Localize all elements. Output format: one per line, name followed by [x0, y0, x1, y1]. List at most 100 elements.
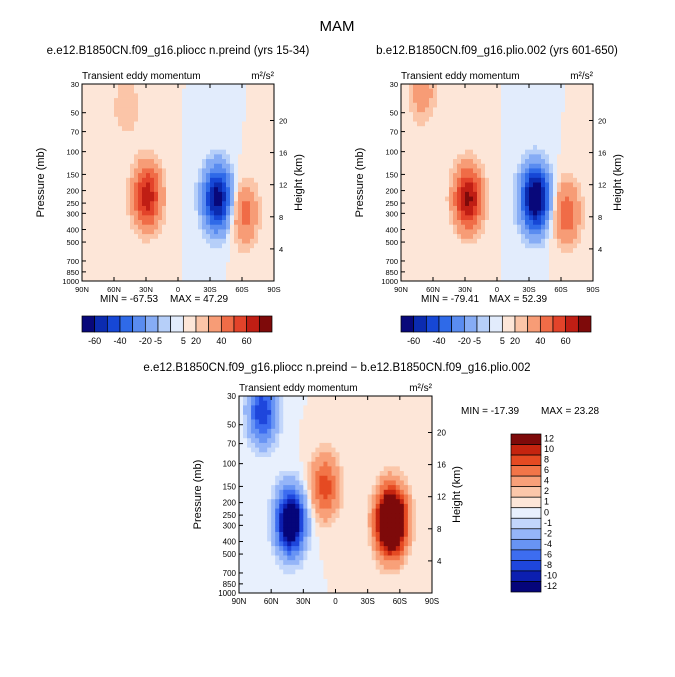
heatmap-cell: [477, 84, 482, 90]
heatmap-cell: [565, 276, 570, 282]
heatmap-cell: [421, 126, 426, 132]
heatmap-cell: [255, 433, 260, 439]
heatmap-cell: [513, 220, 518, 226]
heatmap-cell: [82, 140, 87, 146]
heatmap-cell: [86, 102, 91, 108]
heatmap-cell: [513, 154, 518, 160]
heatmap-cell: [549, 98, 554, 104]
heatmap-cell: [259, 494, 264, 500]
heatmap-cell: [529, 168, 534, 174]
heatmap-cell: [581, 107, 586, 113]
heatmap-cell: [425, 234, 430, 240]
heatmap-cell: [537, 234, 542, 240]
heatmap-cell: [134, 163, 139, 169]
heatmap-cell: [126, 163, 131, 169]
heatmap-cell: [549, 238, 554, 244]
heatmap-cell: [239, 438, 244, 444]
heatmap-cell: [158, 135, 163, 141]
heatmap-cell: [158, 149, 163, 155]
heatmap-cell: [86, 112, 91, 118]
heatmap-cell: [529, 220, 534, 226]
heatmap-cell: [405, 234, 410, 240]
heatmap-cell: [557, 220, 562, 226]
heatmap-cell: [481, 168, 486, 174]
heatmap-cell: [521, 234, 526, 240]
heatmap-cell: [401, 93, 406, 99]
heatmap-cell: [513, 93, 518, 99]
heatmap-cell: [509, 187, 514, 193]
heatmap-cell: [246, 248, 251, 254]
heatmap-cell: [497, 154, 502, 160]
heatmap-cell: [493, 187, 498, 193]
heatmap-cell: [230, 266, 235, 273]
heatmap-cell: [263, 513, 268, 519]
heatmap-cell: [449, 210, 454, 216]
heatmap-cell: [194, 252, 199, 258]
heatmap-cell: [194, 112, 199, 118]
heatmap-cell: [90, 243, 95, 249]
heatmap-cell: [545, 201, 550, 207]
heatmap-cell: [457, 163, 462, 169]
heatmap-cell: [118, 201, 123, 207]
heatmap-cell: [517, 224, 522, 230]
heatmap-cell: [433, 205, 438, 212]
x-tick-label: 30S: [522, 285, 535, 294]
heatmap-cell: [190, 126, 195, 132]
heatmap-cell: [198, 88, 203, 94]
heatmap-cell: [146, 112, 151, 118]
heatmap-cell: [545, 238, 550, 244]
heatmap-cell: [517, 154, 522, 160]
heatmap-cell: [158, 257, 163, 263]
heatmap-cell: [283, 414, 288, 420]
heatmap-cell: [569, 159, 574, 165]
heatmap-cell: [239, 400, 244, 406]
heatmap-cell: [513, 84, 518, 90]
heatmap-cell: [573, 201, 578, 207]
heatmap-cell: [267, 508, 272, 514]
heatmap-cell: [465, 135, 470, 141]
heatmap-cell: [150, 210, 155, 216]
heatmap-cell: [497, 205, 502, 212]
heatmap-cell: [425, 144, 430, 151]
heatmap-cell: [307, 560, 312, 566]
heatmap-cell: [449, 98, 454, 104]
heatmap-cell: [246, 205, 251, 212]
heatmap-cell: [254, 154, 259, 160]
heatmap-cell: [190, 266, 195, 273]
heatmap-cell: [429, 215, 434, 221]
heatmap-cell: [182, 102, 187, 108]
heatmap-cell: [194, 191, 199, 197]
heatmap-cell: [130, 248, 135, 254]
heatmap-cell: [517, 159, 522, 165]
heatmap-cell: [453, 140, 458, 146]
heatmap-cell: [279, 555, 284, 561]
heatmap-cell: [461, 196, 466, 202]
heatmap-cell: [178, 84, 183, 90]
heatmap-cell: [142, 243, 147, 249]
heatmap-cell: [222, 98, 227, 104]
heatmap-cell: [279, 471, 284, 477]
heatmap-cell: [234, 102, 239, 108]
heatmap-cell: [469, 107, 474, 113]
heatmap-cell: [102, 144, 107, 151]
heatmap-cell: [561, 243, 566, 249]
heatmap-cell: [477, 205, 482, 212]
heatmap-cell: [291, 517, 296, 524]
heatmap-cell: [509, 215, 514, 221]
heatmap-cell: [441, 126, 446, 132]
heatmap-cell: [485, 112, 490, 118]
heatmap-cell: [521, 140, 526, 146]
heatmap-cell: [469, 135, 474, 141]
heatmap-cell: [509, 144, 514, 151]
heatmap-cell: [206, 149, 211, 155]
heatmap-cell: [441, 187, 446, 193]
heatmap-cell: [585, 154, 590, 160]
heatmap-cell: [246, 144, 251, 151]
heatmap-cell: [417, 215, 422, 221]
heatmap-cell: [242, 220, 247, 226]
heatmap-cell: [258, 154, 263, 160]
heatmap-cell: [270, 84, 275, 90]
heatmap-cell: [98, 262, 103, 268]
heatmap-cell: [106, 201, 111, 207]
